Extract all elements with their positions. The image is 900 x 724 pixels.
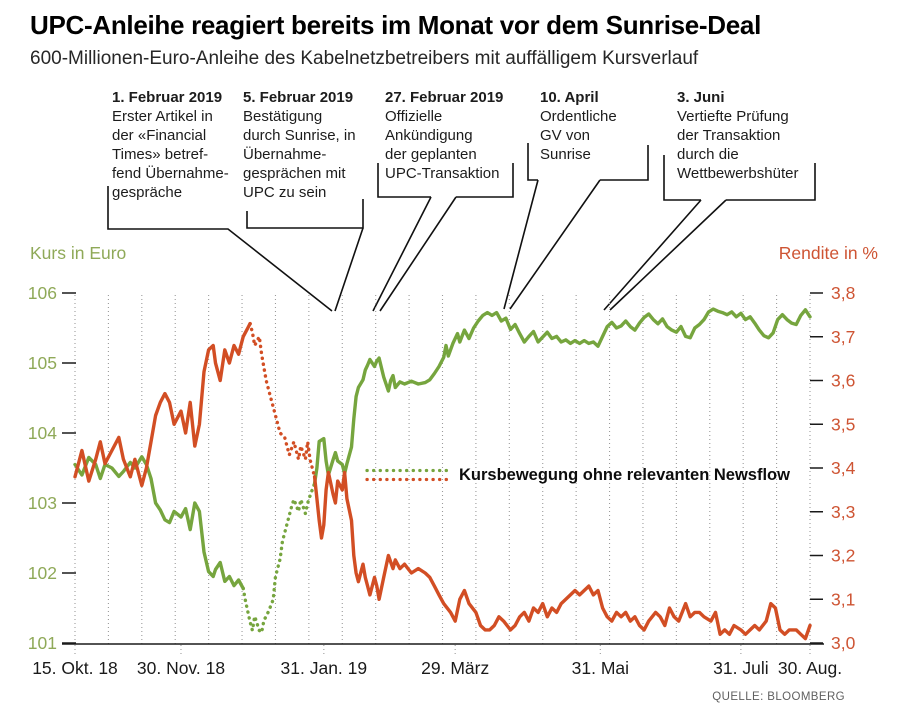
left-axis-tick-label: 103 bbox=[28, 493, 57, 513]
callout-pointer-3-juni bbox=[603, 155, 816, 311]
yield-line-solid bbox=[73, 321, 252, 488]
x-axis-tick-label: 31. Juli bbox=[713, 658, 768, 678]
annotation-27-februar: 27. Februar 2019 Offizielle Ankündigung … bbox=[385, 88, 519, 183]
x-axis-tick-label: 31. Jan. 19 bbox=[281, 658, 368, 678]
x-axis-tick-label: 30. Nov. 18 bbox=[137, 658, 225, 678]
annotation-date: 3. Juni bbox=[677, 89, 725, 106]
left-axis-tick-label: 101 bbox=[28, 633, 57, 653]
right-axis-tick-label: 3,7 bbox=[831, 327, 855, 347]
callout-pointer-27-februar bbox=[372, 163, 514, 312]
x-axis-tick-label: 15. Okt. 18 bbox=[32, 658, 118, 678]
right-axis-tick-label: 3,4 bbox=[831, 458, 856, 478]
yield-line-solid bbox=[312, 470, 812, 641]
annotation-text: Ordentliche GV von Sunrise bbox=[540, 108, 617, 163]
left-axis-tick-label: 102 bbox=[28, 563, 57, 583]
right-axis-tick-label: 3,0 bbox=[831, 633, 856, 653]
price-line-dotted bbox=[241, 481, 317, 635]
left-axis-tick-label: 106 bbox=[28, 283, 57, 303]
right-axis-tick-label: 3,3 bbox=[831, 502, 855, 522]
left-axis-tick-label: 104 bbox=[28, 423, 57, 443]
annotation-date: 5. Februar 2019 bbox=[243, 89, 354, 106]
callout-pointer-10-april bbox=[503, 143, 649, 310]
right-axis-tick-label: 3,8 bbox=[831, 283, 855, 303]
x-axis-tick-label: 31. Mai bbox=[572, 658, 629, 678]
page-subtitle: 600-Millionen-Euro-Anleihe des Kabelnetz… bbox=[30, 48, 699, 69]
x-axis-tick-label: 30. Aug. bbox=[778, 658, 842, 678]
right-axis-tick-label: 3,1 bbox=[831, 589, 855, 609]
right-axis-tick-label: 3,5 bbox=[831, 414, 855, 434]
annotation-5-februar: 5. Februar 2019 Bestätigung durch Sunris… bbox=[243, 88, 371, 202]
annotation-text: Erster Artikel in der «Financial Times» … bbox=[112, 108, 229, 201]
left-axis-unit-label: Kurs in Euro bbox=[30, 243, 127, 263]
annotation-date: 10. April bbox=[540, 89, 599, 106]
left-axis-tick-label: 105 bbox=[28, 353, 57, 373]
annotation-date: 1. Februar 2019 bbox=[112, 89, 223, 106]
price-line-solid bbox=[312, 307, 812, 486]
price-line-solid bbox=[73, 455, 245, 591]
annotation-text: Bestätigung durch Sunrise, in Übernahme-… bbox=[243, 108, 356, 201]
annotation-3-juni: 3. Juni Vertiefte Prüfung der Transaktio… bbox=[677, 88, 819, 183]
right-axis-unit-label: Rendite in % bbox=[778, 243, 878, 263]
annotation-1-februar: 1. Februar 2019 Erster Artikel in der «F… bbox=[112, 88, 244, 202]
page-title: UPC-Anleihe reagiert bereits im Monat vo… bbox=[30, 10, 762, 40]
annotation-text: Offizielle Ankündigung der geplanten UPC… bbox=[385, 108, 500, 182]
right-axis-tick-label: 3,6 bbox=[831, 371, 855, 391]
callout-pointer-5-februar bbox=[246, 199, 364, 312]
annotation-text: Vertiefte Prüfung der Transaktion durch … bbox=[677, 108, 799, 182]
x-axis-tick-label: 29. März bbox=[421, 658, 489, 678]
yield-line-dotted bbox=[248, 321, 317, 479]
annotation-date: 27. Februar 2019 bbox=[385, 89, 504, 106]
callout-pointer-1-februar bbox=[107, 186, 333, 312]
legend-label: Kursbewegung ohne relevanten Newsflow bbox=[459, 466, 790, 484]
right-axis-tick-label: 3,2 bbox=[831, 546, 855, 566]
source-credit: QUELLE: BLOOMBERG bbox=[712, 691, 845, 703]
annotation-10-april: 10. April Ordentliche GV von Sunrise bbox=[540, 88, 650, 164]
